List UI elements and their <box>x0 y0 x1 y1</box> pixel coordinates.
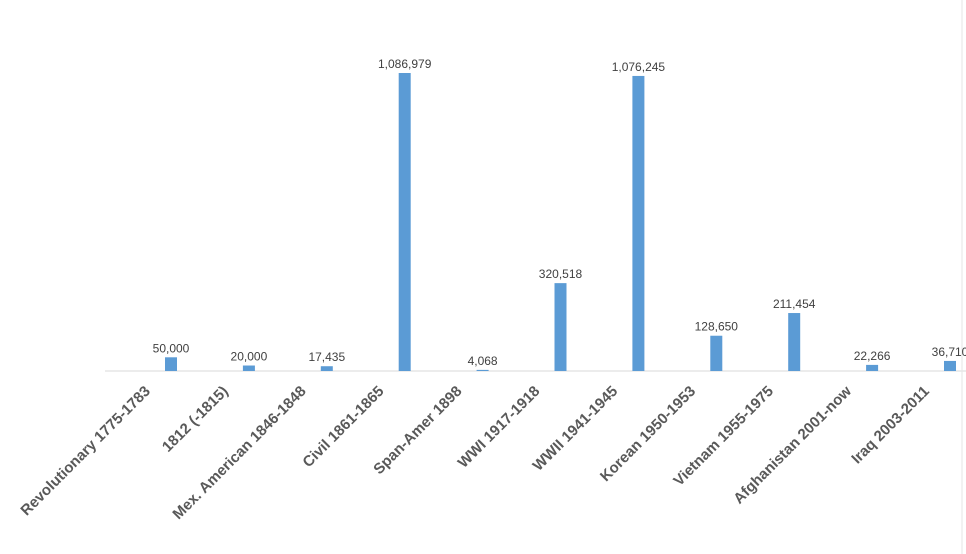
bar <box>866 364 879 371</box>
x-tick-label: Civil 1861-1865 <box>299 383 387 471</box>
bar <box>554 283 567 371</box>
data-label: 36,710 <box>932 345 966 359</box>
data-label: 1,076,245 <box>612 60 666 74</box>
bar <box>398 73 411 371</box>
x-tick-label: Mex. American 1846-1848 <box>169 383 309 523</box>
data-label: 4,068 <box>468 354 498 368</box>
bar <box>710 335 723 371</box>
bar <box>165 357 177 371</box>
data-label: 211,454 <box>773 297 816 311</box>
data-label: 17,435 <box>308 350 345 364</box>
x-tick-label: Revolutionary 1775-1783 <box>17 383 153 519</box>
bar <box>944 360 956 371</box>
x-tick-label: WWI 1917-1918 <box>455 383 544 472</box>
bar <box>632 75 645 371</box>
data-label: 128,650 <box>695 320 739 334</box>
x-tick-label: Iraq 2003-2011 <box>848 383 933 468</box>
bar <box>476 369 489 371</box>
data-label: 22,266 <box>854 349 891 363</box>
data-label: 20,000 <box>231 350 268 364</box>
bar <box>320 366 333 371</box>
x-tick-label: 1812 (-1815) <box>159 383 232 456</box>
data-label: 50,000 <box>153 341 190 355</box>
data-label: 320,518 <box>539 267 583 281</box>
bar <box>242 365 255 371</box>
x-tick-label: WWII 1941-1945 <box>530 383 622 475</box>
data-label: 1,086,979 <box>378 57 432 71</box>
bar <box>788 313 801 371</box>
